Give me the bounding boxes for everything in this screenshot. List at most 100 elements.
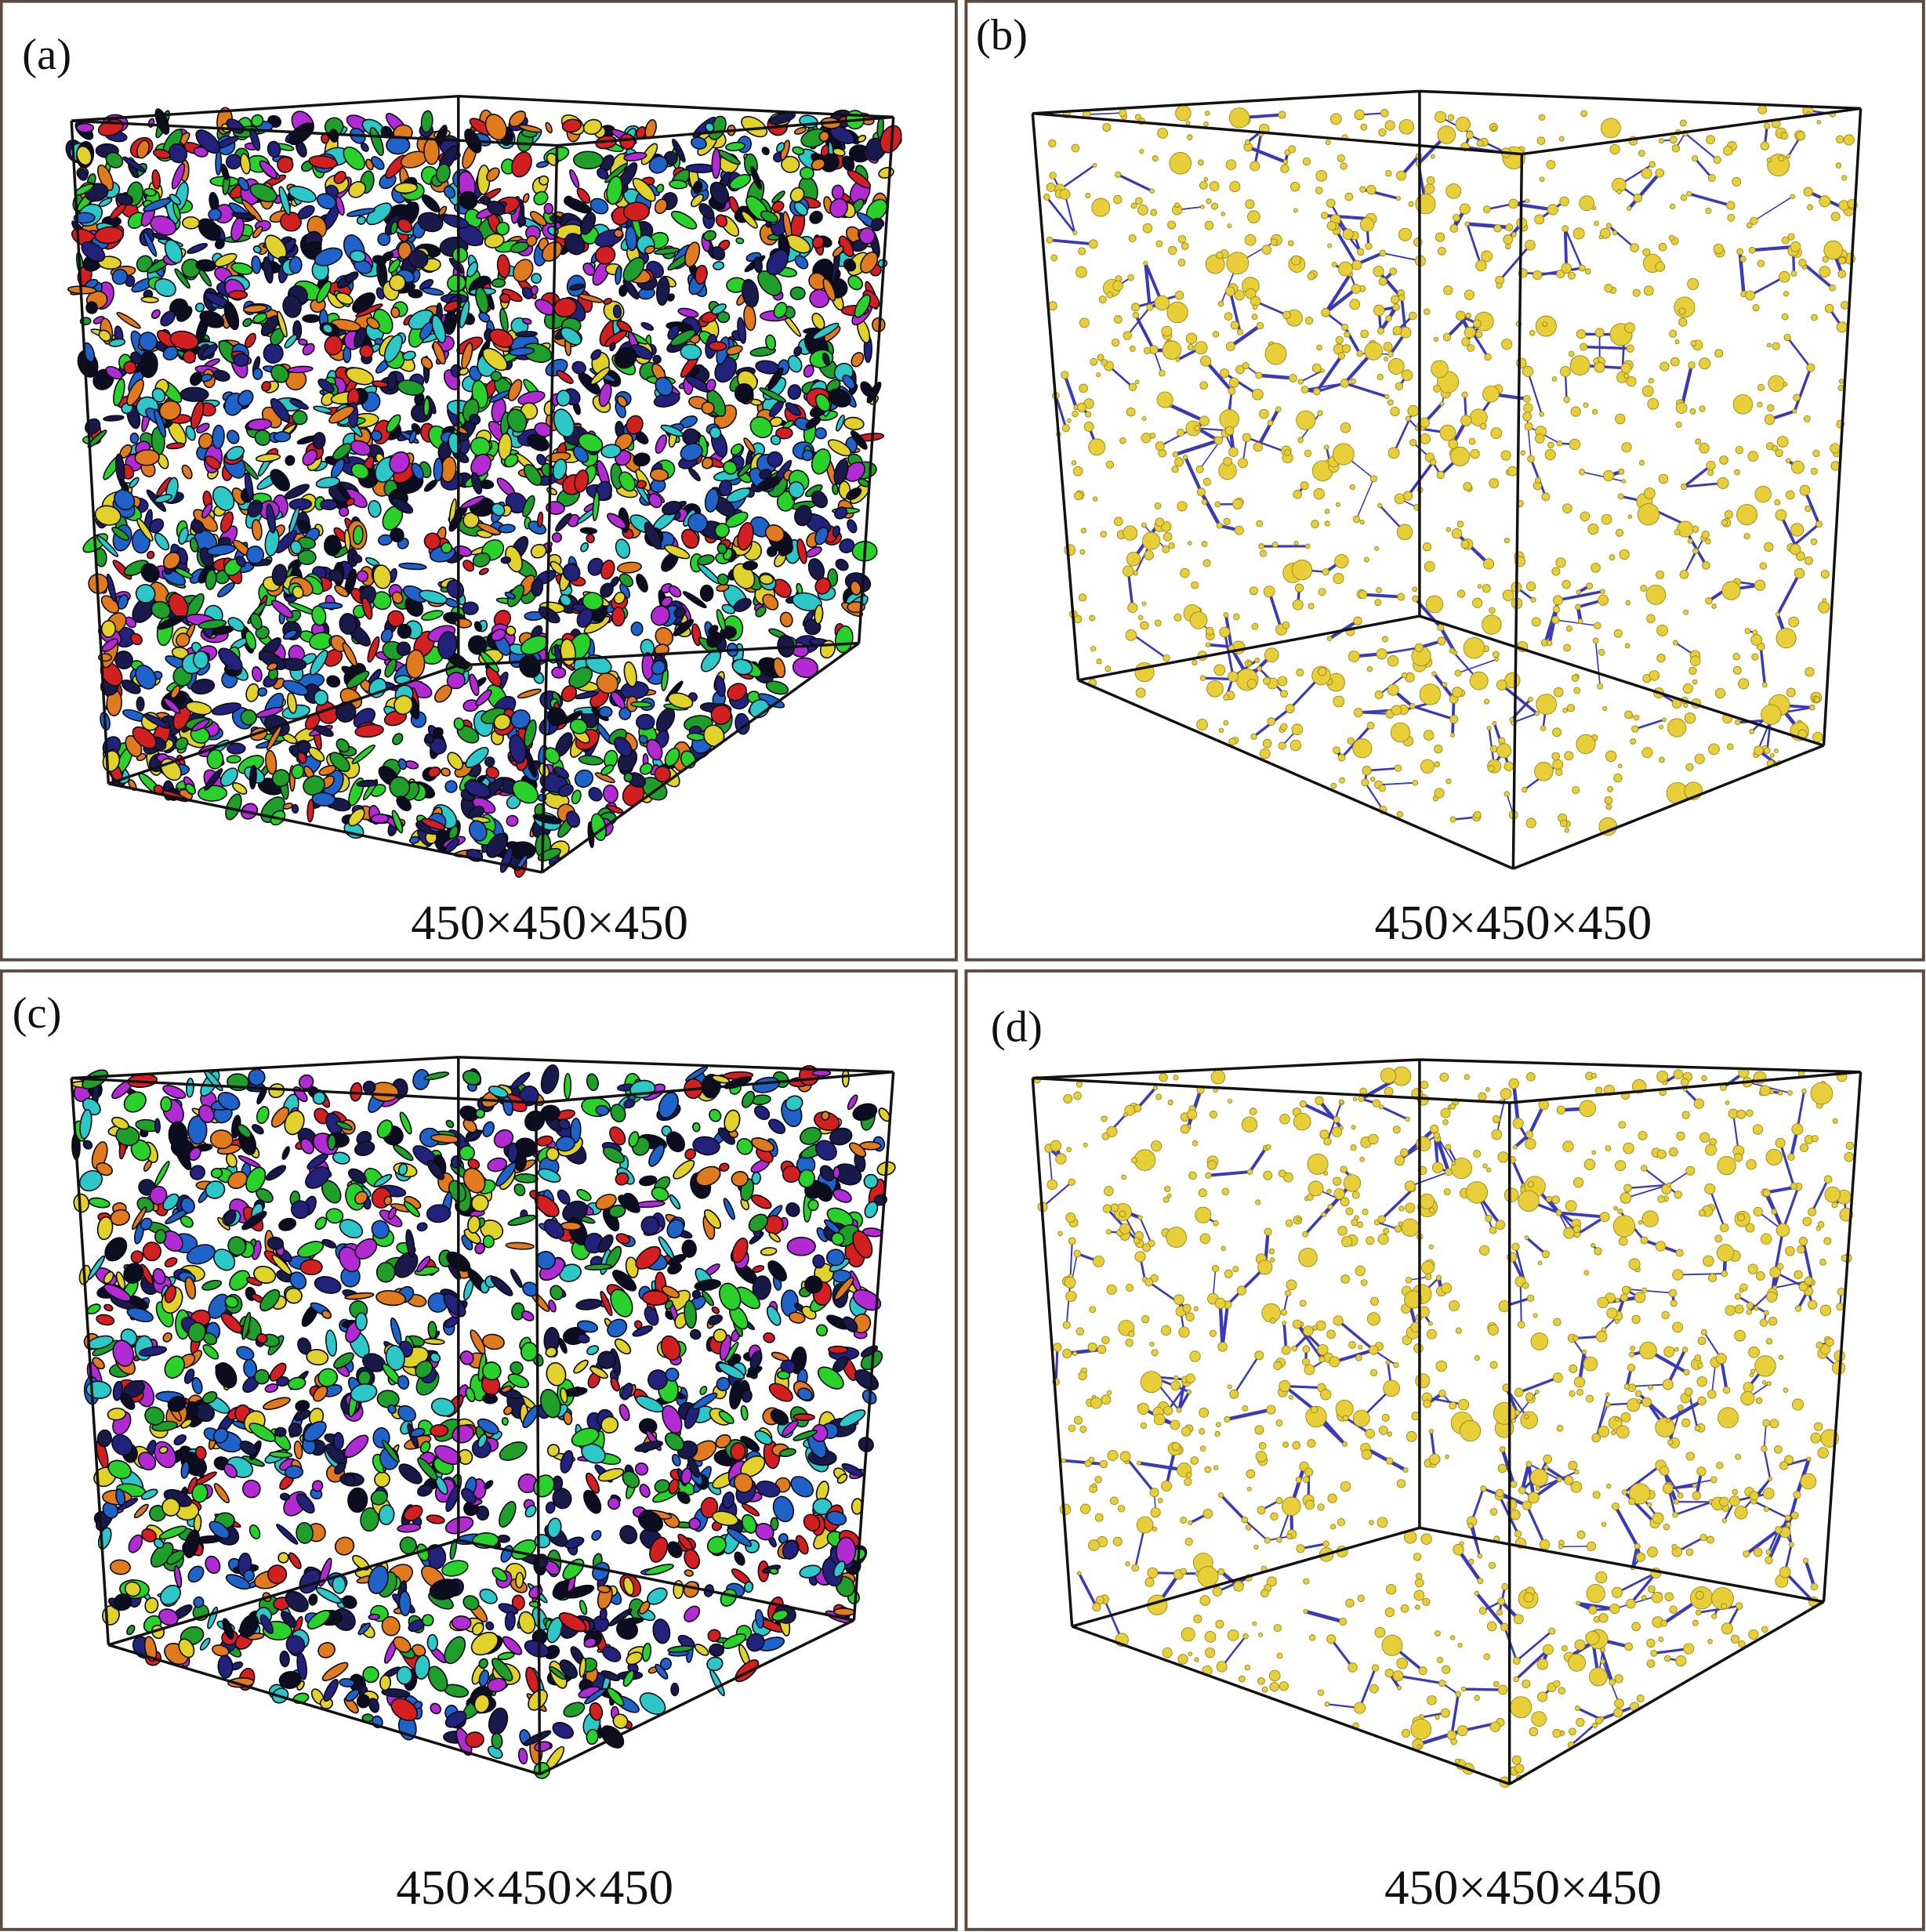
pore-blob <box>185 425 196 441</box>
pore-ball <box>1409 439 1417 447</box>
pore-ball <box>1126 407 1136 417</box>
throat <box>1583 345 1630 350</box>
pore-ball <box>1280 723 1288 730</box>
pore-blob <box>611 606 626 627</box>
pore-blob <box>636 480 647 489</box>
pore-ball <box>1046 236 1054 244</box>
pore-blob <box>422 287 444 296</box>
pore-ball <box>1525 198 1530 204</box>
pore-ball <box>1352 515 1361 524</box>
pore-ball <box>1750 634 1763 646</box>
pore-ball <box>1313 488 1326 500</box>
pore-ball <box>1484 698 1490 705</box>
pore-ball <box>1262 676 1271 685</box>
pore-ball <box>1505 223 1514 232</box>
pore-ball <box>1546 159 1556 169</box>
pore-blob <box>574 769 594 788</box>
pore-ball <box>1484 353 1492 361</box>
pore-blob <box>396 641 412 656</box>
pore-blob <box>423 532 441 550</box>
pore-ball <box>1455 116 1471 132</box>
pore-ball <box>1689 408 1696 415</box>
pore-ball <box>1662 717 1667 723</box>
pore-ball <box>1790 460 1804 474</box>
pore-ball <box>1232 498 1243 509</box>
pore-ball <box>1326 198 1336 208</box>
pore-ball <box>1778 270 1790 283</box>
pore-ball <box>1534 711 1540 716</box>
pore-ball <box>1219 409 1239 430</box>
pore-ball <box>1674 296 1696 318</box>
pore-ball <box>1699 357 1711 370</box>
pore-ball <box>1205 626 1214 636</box>
pore-ball <box>1282 310 1291 320</box>
pore-ball <box>1433 336 1439 342</box>
pore-ball <box>1819 266 1831 278</box>
pore-ball <box>1049 172 1057 179</box>
pore-ball <box>1672 640 1678 646</box>
pore-ball <box>1135 197 1143 205</box>
pore-blob <box>789 286 806 300</box>
pore-ball <box>1787 233 1795 241</box>
pore-ball <box>1525 817 1536 828</box>
pore-ball <box>1376 502 1383 509</box>
pore-ball <box>1162 545 1170 553</box>
pore-ball <box>1670 357 1680 367</box>
pore-ball <box>1532 270 1543 281</box>
pore-ball <box>1522 365 1534 377</box>
pore-ball <box>1335 335 1344 345</box>
pore-ball <box>1835 162 1842 169</box>
pore-blob <box>284 484 310 500</box>
pore-ball <box>1250 733 1257 740</box>
pore-ball <box>1293 208 1298 213</box>
pore-blob <box>685 163 716 173</box>
pore-ball <box>1066 418 1072 423</box>
pore-ball <box>1776 436 1789 448</box>
pore-ball <box>1527 696 1533 702</box>
pore-ball <box>1656 654 1666 663</box>
pore-blob <box>517 688 542 699</box>
pore-ball <box>1158 369 1166 377</box>
pore-ball <box>1225 159 1237 170</box>
pore-ball <box>1534 214 1545 225</box>
pore-blob <box>515 331 539 338</box>
pore-ball <box>1669 136 1678 144</box>
pore-ball <box>1187 541 1192 546</box>
pore-ball <box>1245 140 1250 145</box>
pore-ball <box>1707 174 1716 183</box>
pore-ball <box>1362 766 1372 776</box>
pore-blob <box>847 169 872 189</box>
pore-ball <box>1161 325 1173 337</box>
pore-ball <box>1508 198 1518 209</box>
pore-ball <box>1473 810 1482 819</box>
pore-ball <box>1419 417 1430 428</box>
pore-ball <box>1228 671 1239 683</box>
pore-ball <box>1321 307 1330 317</box>
pore-ball <box>1278 111 1286 119</box>
pore-blob <box>252 368 263 380</box>
pore-ball <box>1794 567 1805 579</box>
pore-ball <box>1553 687 1564 698</box>
pore-ball <box>1278 741 1286 750</box>
pore-ball <box>1340 162 1347 170</box>
pore-ball <box>1766 158 1772 163</box>
pore-ball <box>1829 284 1836 292</box>
pore-ball <box>1761 682 1768 688</box>
pore-blob <box>539 175 550 186</box>
pore-ball <box>1559 196 1569 207</box>
pore-ball <box>1655 168 1665 178</box>
pore-ball <box>1489 745 1498 753</box>
pore-ball <box>1129 346 1136 352</box>
pore-ball <box>1751 653 1759 661</box>
pore-ball <box>1489 478 1500 489</box>
renderings <box>65 89 1863 1789</box>
pore-ball <box>1376 586 1382 593</box>
pore-blob <box>640 321 655 332</box>
pore-ball <box>1433 384 1442 393</box>
pore-ball <box>1498 737 1506 745</box>
pore-ball <box>1167 220 1177 230</box>
pore-ball <box>1267 419 1274 426</box>
pore-ball <box>1591 408 1598 415</box>
pore-ball <box>1408 201 1414 208</box>
pore-ball <box>1154 295 1170 311</box>
